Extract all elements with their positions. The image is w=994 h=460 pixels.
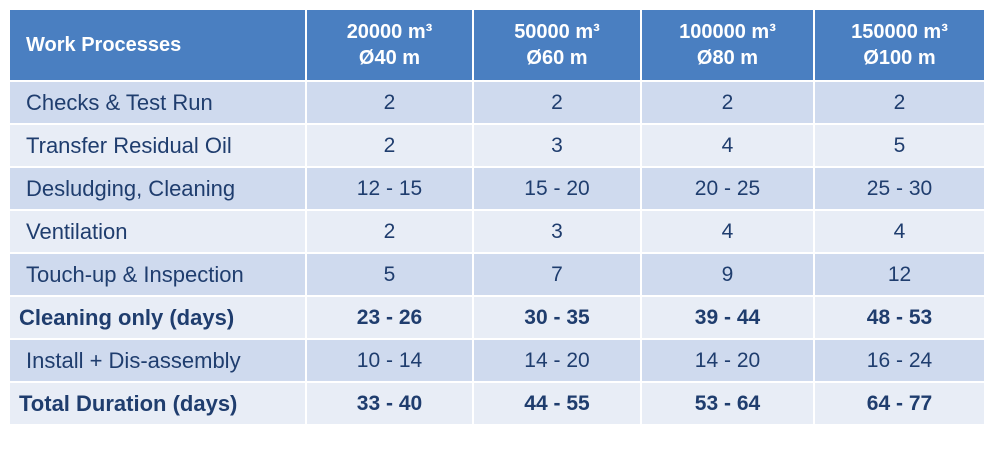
header-line: Ø60 m (526, 47, 588, 69)
table-row: Checks & Test Run 2 2 2 2 (8, 80, 986, 125)
cell: 4 (640, 123, 815, 168)
table-row: Ventilation 2 3 4 4 (8, 209, 986, 254)
cell: 2 (472, 80, 642, 125)
row-label: Total Duration (days) (8, 381, 307, 426)
table-row: Desludging, Cleaning 12 - 15 15 - 20 20 - 2… (8, 166, 986, 211)
header-line: 150000 m³ (851, 21, 948, 43)
header-cell: 150000 m³ Ø100 m (813, 8, 986, 82)
header-line: Work Processes (26, 34, 182, 56)
cell: 4 (813, 209, 986, 254)
cell: 12 - 15 (305, 166, 474, 211)
cell: 7 (472, 252, 642, 297)
cell: 14 - 20 (640, 338, 815, 383)
cell: 14 - 20 (472, 338, 642, 383)
cell: 12 (813, 252, 986, 297)
cell: 3 (472, 123, 642, 168)
cell: 33 - 40 (305, 381, 474, 426)
row-label: Ventilation (8, 209, 307, 254)
row-label: Desludging, Cleaning (8, 166, 307, 211)
table-body: Checks & Test Run 2 2 2 2 Transfer Residual O… (8, 80, 986, 426)
table-row: Cleaning only (days) 23 - 26 30 - 35 39 - 4… (8, 295, 986, 340)
cell: 3 (472, 209, 642, 254)
row-label: Checks & Test Run (8, 80, 307, 125)
cell: 44 - 55 (472, 381, 642, 426)
cell: 30 - 35 (472, 295, 642, 340)
row-label: Touch-up & Inspection (8, 252, 307, 297)
cell: 25 - 30 (813, 166, 986, 211)
cell: 9 (640, 252, 815, 297)
cell: 16 - 24 (813, 338, 986, 383)
cell: 15 - 20 (472, 166, 642, 211)
header-cell: 100000 m³ Ø80 m (640, 8, 815, 82)
header-line: 50000 m³ (514, 21, 600, 43)
header-cell: Work Processes (8, 8, 307, 82)
cell: 2 (813, 80, 986, 125)
table-row: Total Duration (days) 33 - 40 44 - 55 53 - … (8, 381, 986, 426)
duration-table: Work Processes 20000 m³ Ø40 m 50000 m³ Ø60 m… (8, 8, 986, 426)
table-row: Touch-up & Inspection 5 7 9 12 (8, 252, 986, 297)
table-row: Install + Dis-assembly 10 - 14 14 - 20 14 -… (8, 338, 986, 383)
header-line: Ø40 m (358, 47, 421, 69)
cell: 4 (640, 209, 815, 254)
header-cell: 20000 m³ Ø40 m (305, 8, 474, 82)
cell: 23 - 26 (305, 295, 474, 340)
cell: 10 - 14 (305, 338, 474, 383)
cell: 39 - 44 (640, 295, 815, 340)
cell: 5 (813, 123, 986, 168)
cell: 2 (640, 80, 815, 125)
cell: 2 (305, 123, 474, 168)
header-cell: 50000 m³ Ø60 m (472, 8, 642, 82)
cell: 64 - 77 (813, 381, 986, 426)
row-label: Cleaning only (days) (8, 295, 307, 340)
header-row: Work Processes 20000 m³ Ø40 m 50000 m³ Ø60 m… (8, 8, 986, 82)
cell: 53 - 64 (640, 381, 815, 426)
cell: 5 (305, 252, 474, 297)
header-line: 100000 m³ (679, 21, 776, 43)
cell: 2 (305, 80, 474, 125)
header-line: Ø100 m (863, 47, 936, 69)
row-label: Install + Dis-assembly (8, 338, 307, 383)
row-label: Transfer Residual Oil (8, 123, 307, 168)
header-line: 20000 m³ (346, 21, 433, 43)
cell: 48 - 53 (813, 295, 986, 340)
cell: 20 - 25 (640, 166, 815, 211)
cell: 2 (305, 209, 474, 254)
header-line: Ø80 m (696, 47, 759, 69)
table-row: Transfer Residual Oil 2 3 4 5 (8, 123, 986, 168)
